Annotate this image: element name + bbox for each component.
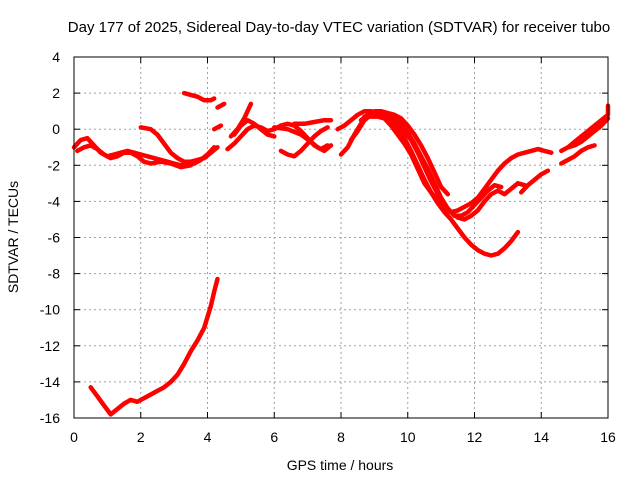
y-tick-label: 4 [52,49,60,65]
series-arc-21 [565,116,611,150]
y-axis-label: SDTVAR / TECUs [5,181,21,293]
series-arc-22 [88,276,220,417]
x-tick-label: 4 [204,429,212,445]
y-tick-label: -12 [40,338,60,354]
y-tick-label: -8 [48,266,61,282]
series-arc-9 [231,117,277,139]
series-arc-3 [138,125,220,164]
x-tick-label: 12 [467,429,483,445]
x-axis-label: GPS time / hours [287,457,394,473]
series-arc-19 [559,143,597,166]
series-arc-16 [362,114,554,215]
y-ticks: -16 -14 -12 -10 -8 -6 -4 -2 0 2 4 [40,49,608,426]
x-tick-label: 14 [533,429,549,445]
x-ticks: 0 2 4 6 8 10 12 14 16 [70,57,616,445]
y-tick-label: -10 [40,302,60,318]
y-tick-label: -4 [48,193,61,209]
series-arc-10 [278,125,330,159]
grid [74,57,608,418]
y-tick-label: 2 [52,85,60,101]
x-tick-label: 8 [337,429,345,445]
series-arc-14 [335,108,527,222]
x-tick-label: 6 [270,429,278,445]
series-arc-17 [358,108,451,197]
series-arc-12 [292,117,334,127]
y-tick-label: -6 [48,230,61,246]
y-tick-label: -14 [40,374,60,390]
chart-title: Day 177 of 2025, Sidereal Day-to-day VTE… [68,19,610,36]
series-arc-5 [215,101,227,110]
y-tick-label: -16 [40,410,60,426]
series-arc-4 [181,90,217,103]
series-arc-18 [518,168,551,195]
series-arc-11 [272,125,334,154]
x-tick-label: 10 [400,429,416,445]
y-tick-label: 0 [52,121,60,137]
series-arc-2 [75,143,194,170]
x-tick-label: 2 [137,429,145,445]
series-arc-6 [211,123,224,132]
x-tick-label: 16 [600,429,616,445]
data-series [71,90,611,417]
x-tick-label: 0 [70,429,78,445]
y-tick-label: -2 [48,157,61,173]
